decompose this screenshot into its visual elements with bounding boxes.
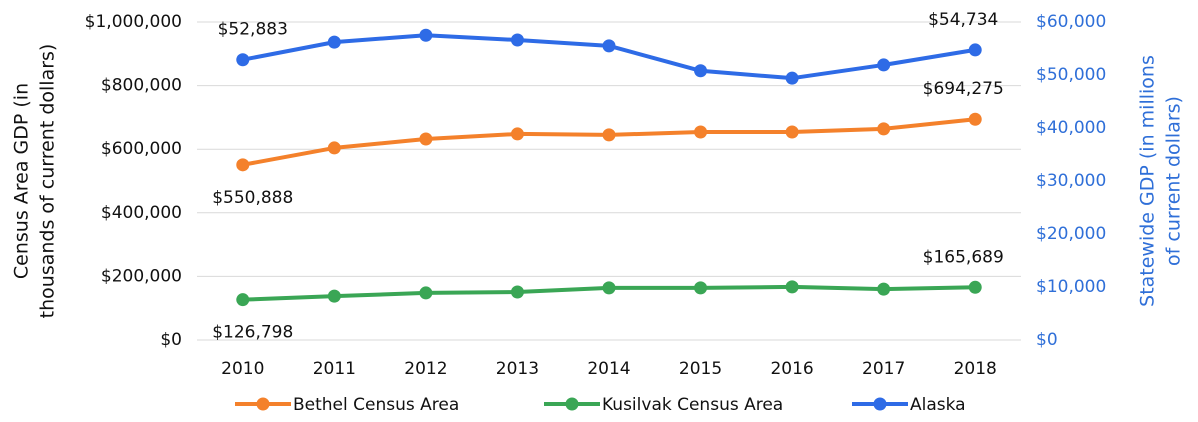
point: [236, 53, 250, 67]
point: [236, 293, 250, 307]
y2-tick-label: $60,000: [1036, 12, 1106, 32]
y2-tick-label: $20,000: [1036, 224, 1106, 244]
point: [785, 280, 799, 294]
y-tick-label: $200,000: [101, 266, 182, 286]
y2-tick-label: $30,000: [1036, 171, 1106, 191]
point: [419, 286, 433, 300]
point: [419, 28, 433, 42]
point: [877, 282, 891, 296]
x-tick-label: 2015: [679, 359, 722, 379]
data-label: $165,689: [923, 247, 1004, 267]
point: [327, 35, 341, 49]
y2-axis-label: Statewide GDP (in millions: [1137, 55, 1159, 307]
x-tick-label: 2012: [404, 359, 447, 379]
point: [510, 33, 524, 47]
point: [510, 285, 524, 299]
point: [877, 58, 891, 72]
point: [877, 122, 891, 136]
point: [510, 127, 524, 141]
x-tick-label: 2016: [770, 359, 813, 379]
point: [968, 112, 982, 126]
data-label: $126,798: [212, 323, 293, 343]
x-tick-label: 2014: [587, 359, 630, 379]
legend-marker: [873, 397, 887, 411]
point: [419, 132, 433, 146]
x-tick-label: 2017: [862, 359, 905, 379]
y-tick-label: $800,000: [101, 76, 182, 96]
point: [602, 39, 616, 53]
data-label: $550,888: [212, 188, 293, 208]
y-tick-label: $0: [160, 330, 182, 350]
x-tick-label: 2013: [496, 359, 539, 379]
legend-label: Kusilvak Census Area: [602, 395, 783, 415]
x-tick-label: 2011: [313, 359, 356, 379]
point: [785, 71, 799, 85]
point: [602, 281, 616, 295]
point: [968, 43, 982, 57]
y-tick-label: $600,000: [101, 139, 182, 159]
y2-tick-label: $10,000: [1036, 277, 1106, 297]
point: [236, 158, 250, 172]
y2-tick-label: $0: [1036, 330, 1058, 350]
point: [694, 125, 708, 139]
legend-marker: [256, 397, 270, 411]
y-tick-label: $1,000,000: [85, 12, 182, 32]
x-tick-label: 2010: [221, 359, 264, 379]
point: [694, 64, 708, 78]
data-label: $52,883: [218, 20, 288, 40]
y-tick-label: $400,000: [101, 203, 182, 223]
y2-tick-label: $40,000: [1036, 118, 1106, 138]
data-label: $694,275: [923, 79, 1004, 99]
point: [327, 289, 341, 303]
y2-axis-label: of current dollars): [1163, 96, 1185, 266]
data-label: $54,734: [928, 10, 998, 30]
legend-label: Bethel Census Area: [293, 395, 459, 415]
point: [785, 125, 799, 139]
y2-tick-label: $50,000: [1036, 65, 1106, 85]
x-tick-label: 2018: [954, 359, 997, 379]
legend-label: Alaska: [910, 395, 966, 415]
point: [602, 128, 616, 142]
point: [327, 141, 341, 155]
y-axis-label: Census Area GDP (in: [11, 83, 33, 279]
legend-marker: [565, 397, 579, 411]
point: [968, 280, 982, 294]
y-axis-label: thousands of current dollars): [37, 44, 59, 319]
point: [694, 281, 708, 295]
series-line: [242, 117, 976, 167]
